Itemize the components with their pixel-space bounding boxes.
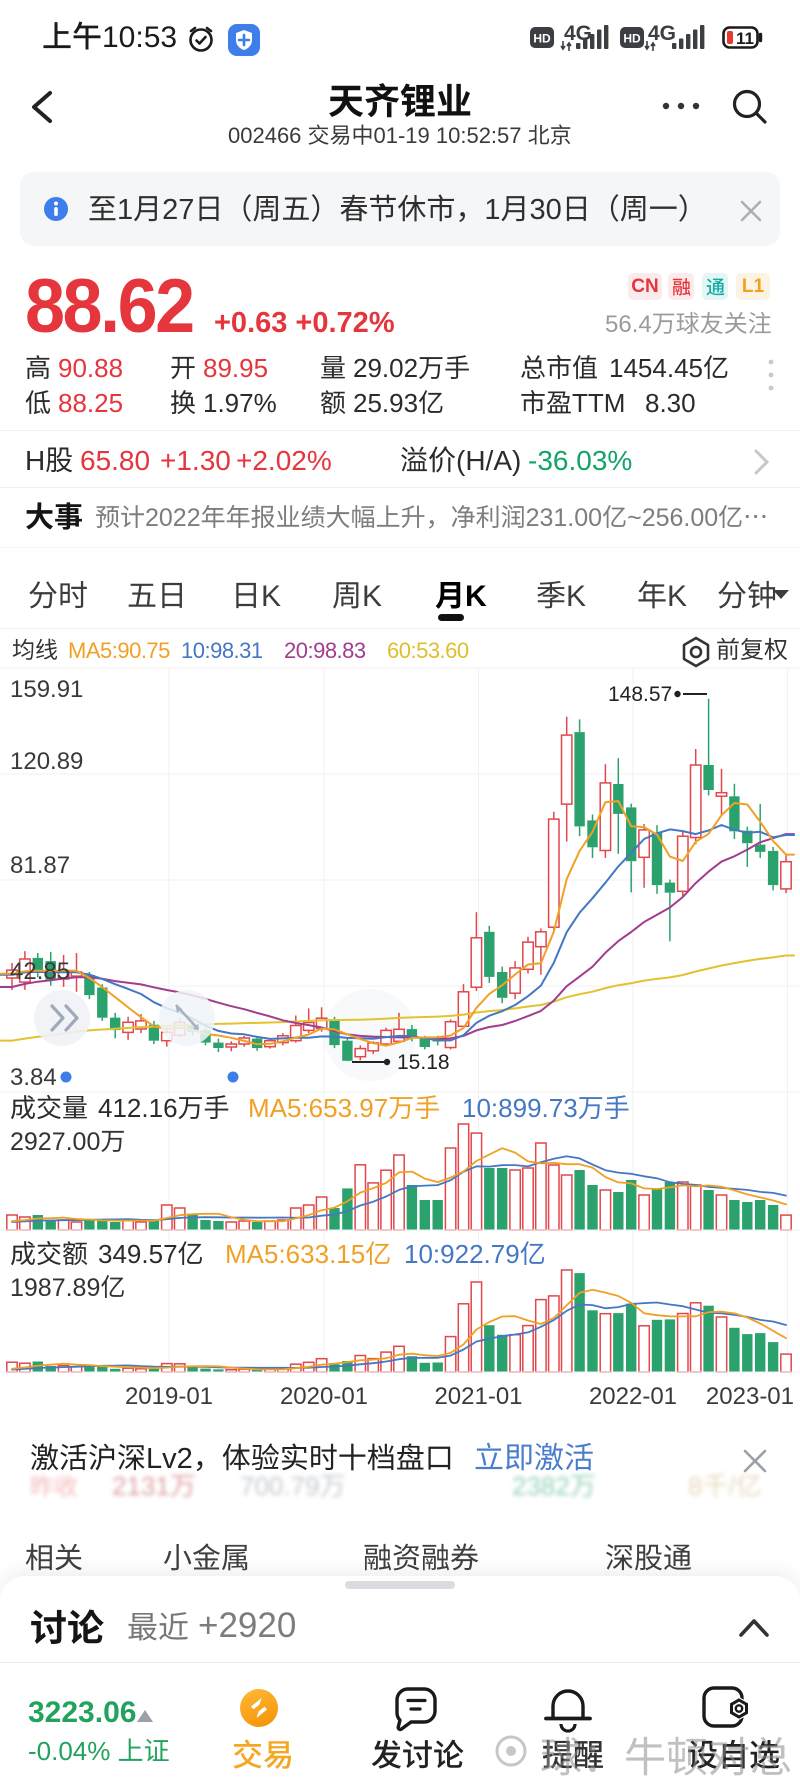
svg-text:K: K [362, 580, 382, 613]
svg-text:10:98.31: 10:98.31 [181, 638, 263, 663]
svg-text:81.87: 81.87 [10, 852, 70, 879]
svg-text:2022-01: 2022-01 [589, 1383, 677, 1410]
svg-text:90.88: 90.88 [58, 353, 123, 383]
svg-text:2019-01: 2019-01 [125, 1383, 213, 1410]
svg-text:MA5:653.97: MA5:653.97 [248, 1093, 388, 1123]
svg-text:1: 1 [484, 194, 500, 226]
svg-text:002466: 002466 [228, 123, 301, 148]
svg-text:-36.03%: -36.03% [528, 445, 632, 476]
svg-text:2927.00: 2927.00 [10, 1128, 100, 1156]
svg-text:15.18: 15.18 [397, 1051, 450, 1074]
svg-text:2020-01: 2020-01 [280, 1383, 368, 1410]
svg-text:10:899.73: 10:899.73 [462, 1093, 578, 1123]
svg-text:25.93: 25.93 [353, 388, 418, 418]
svg-text:56.4: 56.4 [605, 311, 652, 338]
svg-text:HD: HD [623, 32, 641, 46]
svg-text:H: H [25, 445, 45, 476]
svg-text:20:98.83: 20:98.83 [284, 638, 366, 663]
svg-text:2382: 2382 [512, 1471, 570, 1501]
svg-text:2131: 2131 [112, 1471, 170, 1501]
svg-text:60:53.60: 60:53.60 [387, 638, 469, 663]
svg-text:/: / [729, 1471, 737, 1501]
svg-text:8.30: 8.30 [645, 388, 696, 418]
svg-text:MA5:633.15: MA5:633.15 [225, 1239, 365, 1269]
svg-text:2023-01: 2023-01 [706, 1383, 794, 1410]
svg-text:~256.00: ~256.00 [627, 504, 718, 532]
svg-text:30: 30 [530, 194, 562, 226]
svg-text:K: K [566, 580, 586, 613]
svg-text:120.89: 120.89 [10, 748, 83, 775]
svg-text:TTM: TTM [572, 388, 625, 418]
svg-text:1454.45: 1454.45 [609, 353, 703, 383]
svg-text:+2.02%: +2.02% [236, 445, 332, 476]
svg-text:K: K [667, 580, 687, 613]
svg-text:3.84: 3.84 [10, 1064, 57, 1091]
svg-text:2022: 2022 [145, 504, 201, 532]
svg-text:1.97%: 1.97% [203, 388, 277, 418]
svg-text:HD: HD [533, 32, 551, 46]
svg-text:8: 8 [688, 1471, 702, 1501]
svg-text:11: 11 [736, 29, 754, 48]
svg-text:Lv2: Lv2 [146, 1443, 193, 1475]
svg-text:MA5:90.75: MA5:90.75 [68, 638, 170, 663]
svg-text:1987.89: 1987.89 [10, 1274, 100, 1302]
svg-text:349.57: 349.57 [98, 1239, 178, 1269]
svg-text:K: K [465, 580, 487, 613]
svg-text:10:922.79: 10:922.79 [404, 1239, 520, 1269]
svg-text:88.25: 88.25 [58, 388, 123, 418]
svg-text:89.95: 89.95 [203, 353, 268, 383]
svg-text:159.91: 159.91 [10, 676, 83, 703]
svg-text:2021-01: 2021-01 [434, 1383, 522, 1410]
svg-text:(H/A): (H/A) [456, 445, 521, 476]
svg-text:K: K [261, 580, 281, 613]
svg-text:1: 1 [117, 194, 133, 226]
svg-text:01-19 10:52:57: 01-19 10:52:57 [374, 123, 522, 148]
svg-text:65.80: 65.80 [80, 445, 150, 476]
svg-text:231.00: 231.00 [526, 504, 602, 532]
svg-text:+1.30: +1.30 [160, 445, 231, 476]
svg-text:148.57: 148.57 [608, 683, 672, 706]
svg-text:29.02: 29.02 [353, 353, 418, 383]
svg-text:700.79: 700.79 [240, 1471, 320, 1501]
svg-text:412.16: 412.16 [98, 1093, 178, 1123]
svg-text:-0.04%: -0.04% [28, 1736, 110, 1766]
svg-text:10:53: 10:53 [102, 21, 177, 54]
svg-text:42.85: 42.85 [10, 958, 70, 985]
svg-text:27: 27 [162, 194, 194, 226]
